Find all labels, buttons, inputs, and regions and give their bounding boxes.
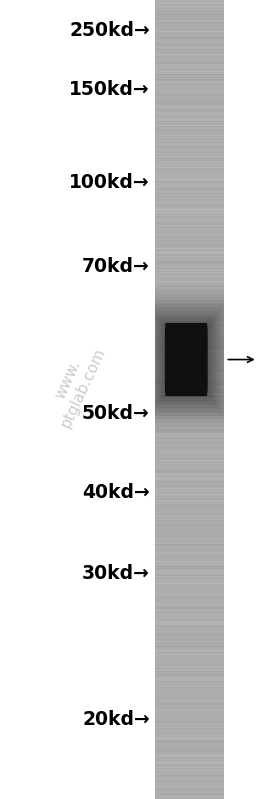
Bar (0, 0, 155, 799)
FancyBboxPatch shape (162, 321, 211, 397)
Text: 50kd→: 50kd→ (82, 404, 150, 423)
Text: 20kd→: 20kd→ (82, 710, 150, 729)
Text: www.
ptglab.com: www. ptglab.com (43, 337, 109, 430)
Bar (224, 0, 280, 799)
FancyBboxPatch shape (159, 318, 214, 401)
Text: 250kd→: 250kd→ (69, 21, 150, 40)
Text: 70kd→: 70kd→ (82, 256, 150, 276)
Text: 30kd→: 30kd→ (82, 564, 150, 583)
Text: 100kd→: 100kd→ (69, 173, 150, 192)
Text: 40kd→: 40kd→ (82, 483, 150, 502)
FancyBboxPatch shape (165, 323, 208, 396)
FancyBboxPatch shape (144, 300, 228, 419)
FancyBboxPatch shape (153, 311, 220, 408)
Text: 150kd→: 150kd→ (69, 80, 150, 99)
FancyBboxPatch shape (147, 304, 225, 415)
FancyBboxPatch shape (156, 314, 217, 404)
FancyBboxPatch shape (150, 307, 223, 411)
